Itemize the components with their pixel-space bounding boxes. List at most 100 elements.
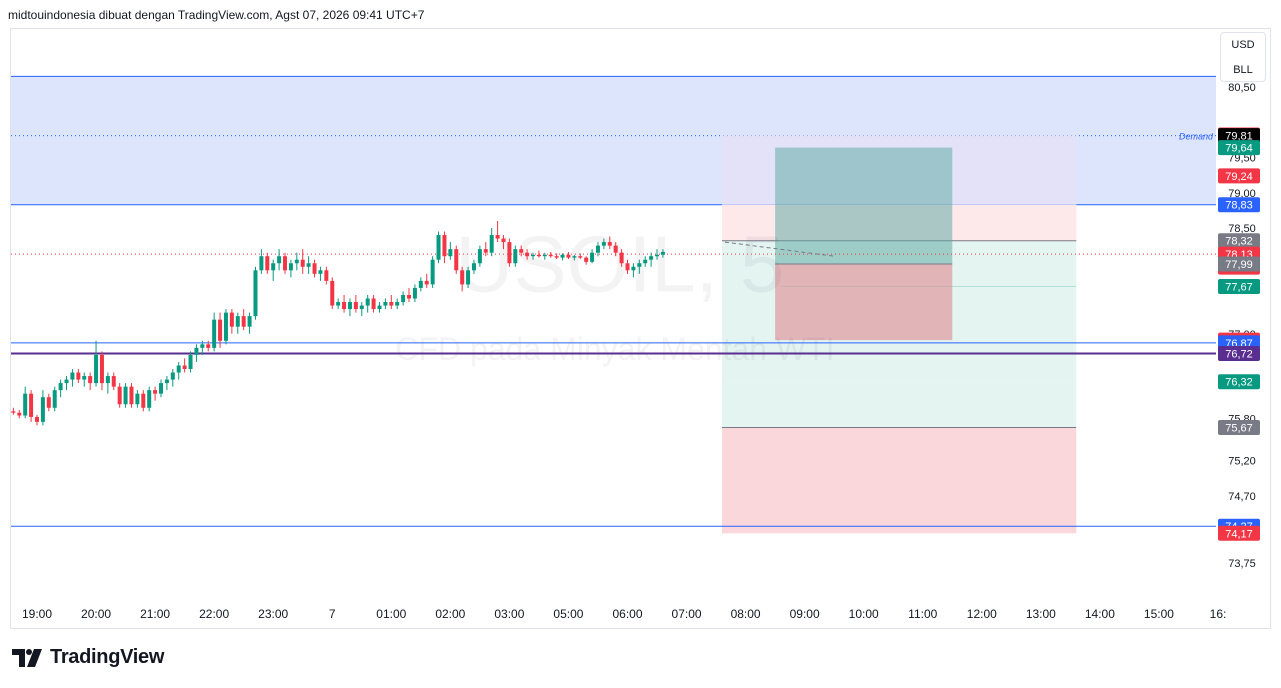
candle-body-105 [631, 266, 636, 271]
candle-body-35 [218, 319, 223, 341]
candle-body-56 [342, 302, 347, 310]
candle-body-23 [147, 390, 152, 408]
time-label-8: 03:00 [494, 607, 524, 621]
candle-body-48 [294, 259, 299, 264]
candle-body-12 [82, 376, 87, 380]
position-2-loss-zone [775, 263, 953, 341]
candle-body-100 [601, 242, 606, 246]
candle-body-7 [52, 390, 57, 408]
candle-body-40 [247, 316, 252, 327]
candle-body-22 [141, 393, 146, 408]
candle-body-109 [655, 254, 660, 257]
tradingview-logo[interactable]: TradingView [12, 646, 164, 669]
candle-body-98 [590, 252, 595, 262]
time-label-20: 16: [1210, 607, 1227, 621]
time-label-5: 7 [329, 607, 336, 621]
candle-body-10 [70, 372, 75, 380]
currency-label[interactable]: USD [1231, 39, 1255, 51]
candle-body-55 [336, 302, 341, 306]
candle-body-25 [159, 383, 164, 394]
price-tag-8 [1218, 279, 1260, 295]
candle-body-1 [17, 412, 22, 416]
unit-label[interactable]: BLL [1233, 64, 1253, 76]
candle-body-69 [418, 280, 423, 288]
candle-body-32 [200, 344, 205, 348]
candle-body-33 [206, 344, 211, 348]
candle-body-37 [229, 312, 234, 327]
candle-body-11 [76, 372, 81, 380]
price-tag-11 [1218, 345, 1260, 361]
candle-body-14 [94, 354, 99, 384]
candle-body-107 [643, 259, 648, 264]
candle-body-96 [578, 256, 583, 258]
time-label-1: 20:00 [81, 607, 111, 621]
candle-body-68 [412, 287, 417, 299]
candle-body-34 [212, 319, 217, 348]
price-tag-2 [1218, 140, 1260, 156]
candle-body-75 [454, 249, 459, 271]
unit-selector[interactable]: USD BLL [1220, 32, 1266, 82]
candle-body-87 [525, 252, 530, 257]
candle-body-71 [430, 259, 435, 285]
candle-body-20 [129, 386, 134, 405]
candle-body-16 [105, 376, 110, 384]
price-tag-text-4: 78,83 [1225, 200, 1253, 212]
watermark-symbol: USOIL, 5 [455, 219, 784, 308]
candle-body-18 [117, 386, 122, 405]
watermark-description: CFD pada Minyak Mentah WTI [395, 331, 834, 367]
candle-body-82 [495, 235, 500, 239]
candle-body-95 [572, 256, 577, 258]
price-tick-1: 79,50 [1228, 153, 1256, 165]
time-label-16: 12:00 [967, 607, 997, 621]
candle-body-89 [536, 254, 541, 257]
candle-body-67 [407, 294, 412, 299]
candle-body-61 [371, 298, 376, 310]
candle-body-88 [531, 254, 536, 257]
candle-body-38 [235, 316, 240, 327]
candle-body-91 [548, 254, 553, 257]
price-chart[interactable]: Demand USOIL, 5 CFD pada Minyak Mentah WT… [0, 0, 1281, 640]
candle-body-108 [649, 256, 654, 260]
price-tick-7: 74,70 [1228, 491, 1256, 503]
candle-body-6 [46, 397, 51, 408]
price-tag-12 [1218, 374, 1260, 390]
candle-body-90 [542, 254, 547, 257]
price-tag-13 [1218, 420, 1260, 436]
candle-body-44 [271, 263, 276, 271]
candle-body-26 [164, 379, 169, 384]
candle-body-99 [595, 245, 600, 253]
price-tag-4 [1218, 197, 1260, 213]
price-tag-text-13: 75,67 [1225, 423, 1253, 435]
candle-body-63 [383, 302, 388, 306]
candle-body-46 [283, 256, 288, 271]
chart-header: midtouindonesia dibuat dengan TradingVie… [8, 8, 425, 22]
price-tag-text-2: 79,64 [1225, 143, 1253, 155]
candle-body-94 [566, 254, 571, 258]
candle-body-76 [460, 270, 465, 285]
candle-body-21 [135, 393, 140, 405]
time-label-3: 22:00 [199, 607, 229, 621]
candle-body-49 [300, 259, 305, 267]
time-label-11: 07:00 [672, 607, 702, 621]
candle-body-65 [395, 302, 400, 306]
price-tag-text-3: 79,24 [1225, 171, 1253, 183]
candle-body-70 [424, 280, 429, 285]
chart-frame[interactable] [10, 28, 1271, 629]
candle-body-13 [88, 376, 93, 384]
brand-name: TradingView [50, 646, 165, 668]
candle-body-102 [613, 245, 618, 253]
price-tick-3: 78,50 [1228, 223, 1256, 235]
candle-body-57 [347, 302, 352, 310]
candle-body-93 [560, 254, 565, 258]
candle-body-4 [35, 416, 39, 422]
demand-zone-label: Demand [1179, 132, 1214, 142]
candle-body-5 [40, 397, 45, 422]
price-tag-7 [1218, 256, 1260, 272]
candle-body-15 [99, 354, 104, 384]
time-label-4: 23:00 [258, 607, 288, 621]
candle-body-86 [519, 249, 524, 253]
candle-body-29 [182, 365, 187, 369]
time-label-12: 08:00 [731, 607, 761, 621]
candle-body-59 [359, 305, 364, 310]
candle-body-39 [241, 316, 246, 327]
